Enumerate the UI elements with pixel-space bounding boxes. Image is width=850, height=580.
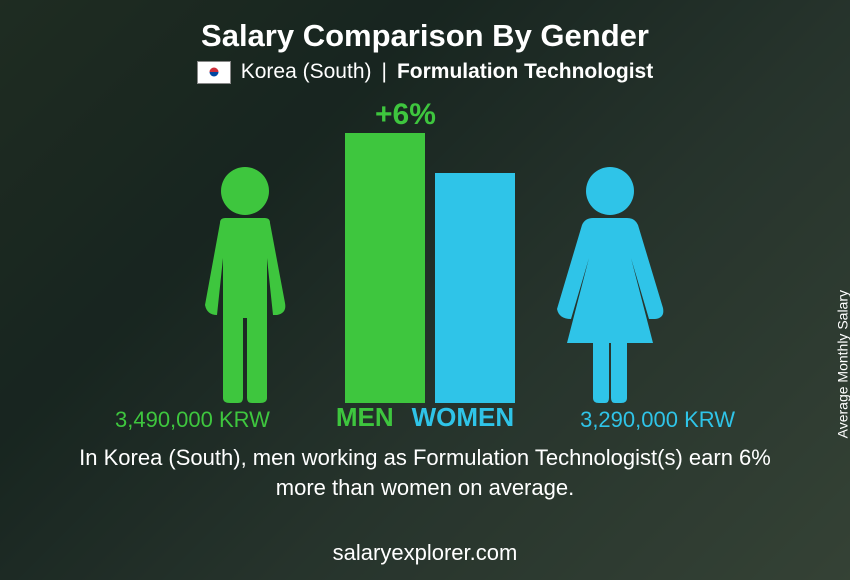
separator: |: [382, 60, 387, 84]
korea-flag-icon: [197, 61, 231, 84]
footer-source: salaryexplorer.com: [0, 540, 850, 566]
country-label: Korea (South): [241, 60, 372, 84]
bar-labels-row: MEN WOMEN: [115, 402, 735, 433]
male-person-icon: [185, 163, 305, 403]
job-title-label: Formulation Technologist: [397, 60, 653, 84]
percentage-difference-label: +6%: [375, 98, 436, 132]
summary-text: In Korea (South), men working as Formula…: [55, 443, 795, 502]
men-label: MEN: [336, 402, 394, 433]
female-person-icon: [545, 163, 675, 403]
subtitle-row: Korea (South) | Formulation Technologist: [197, 60, 653, 84]
page-title: Salary Comparison By Gender: [201, 18, 649, 54]
female-salary-bar: [435, 173, 515, 403]
women-label: WOMEN: [412, 402, 515, 433]
chart-area: +6% 3,490,000 KRW 3,290,000 KRW MEN WOME…: [115, 98, 735, 433]
y-axis-label: Average Monthly Salary: [834, 290, 850, 438]
male-salary-bar: [345, 133, 425, 403]
infographic-container: Salary Comparison By Gender Korea (South…: [0, 0, 850, 580]
